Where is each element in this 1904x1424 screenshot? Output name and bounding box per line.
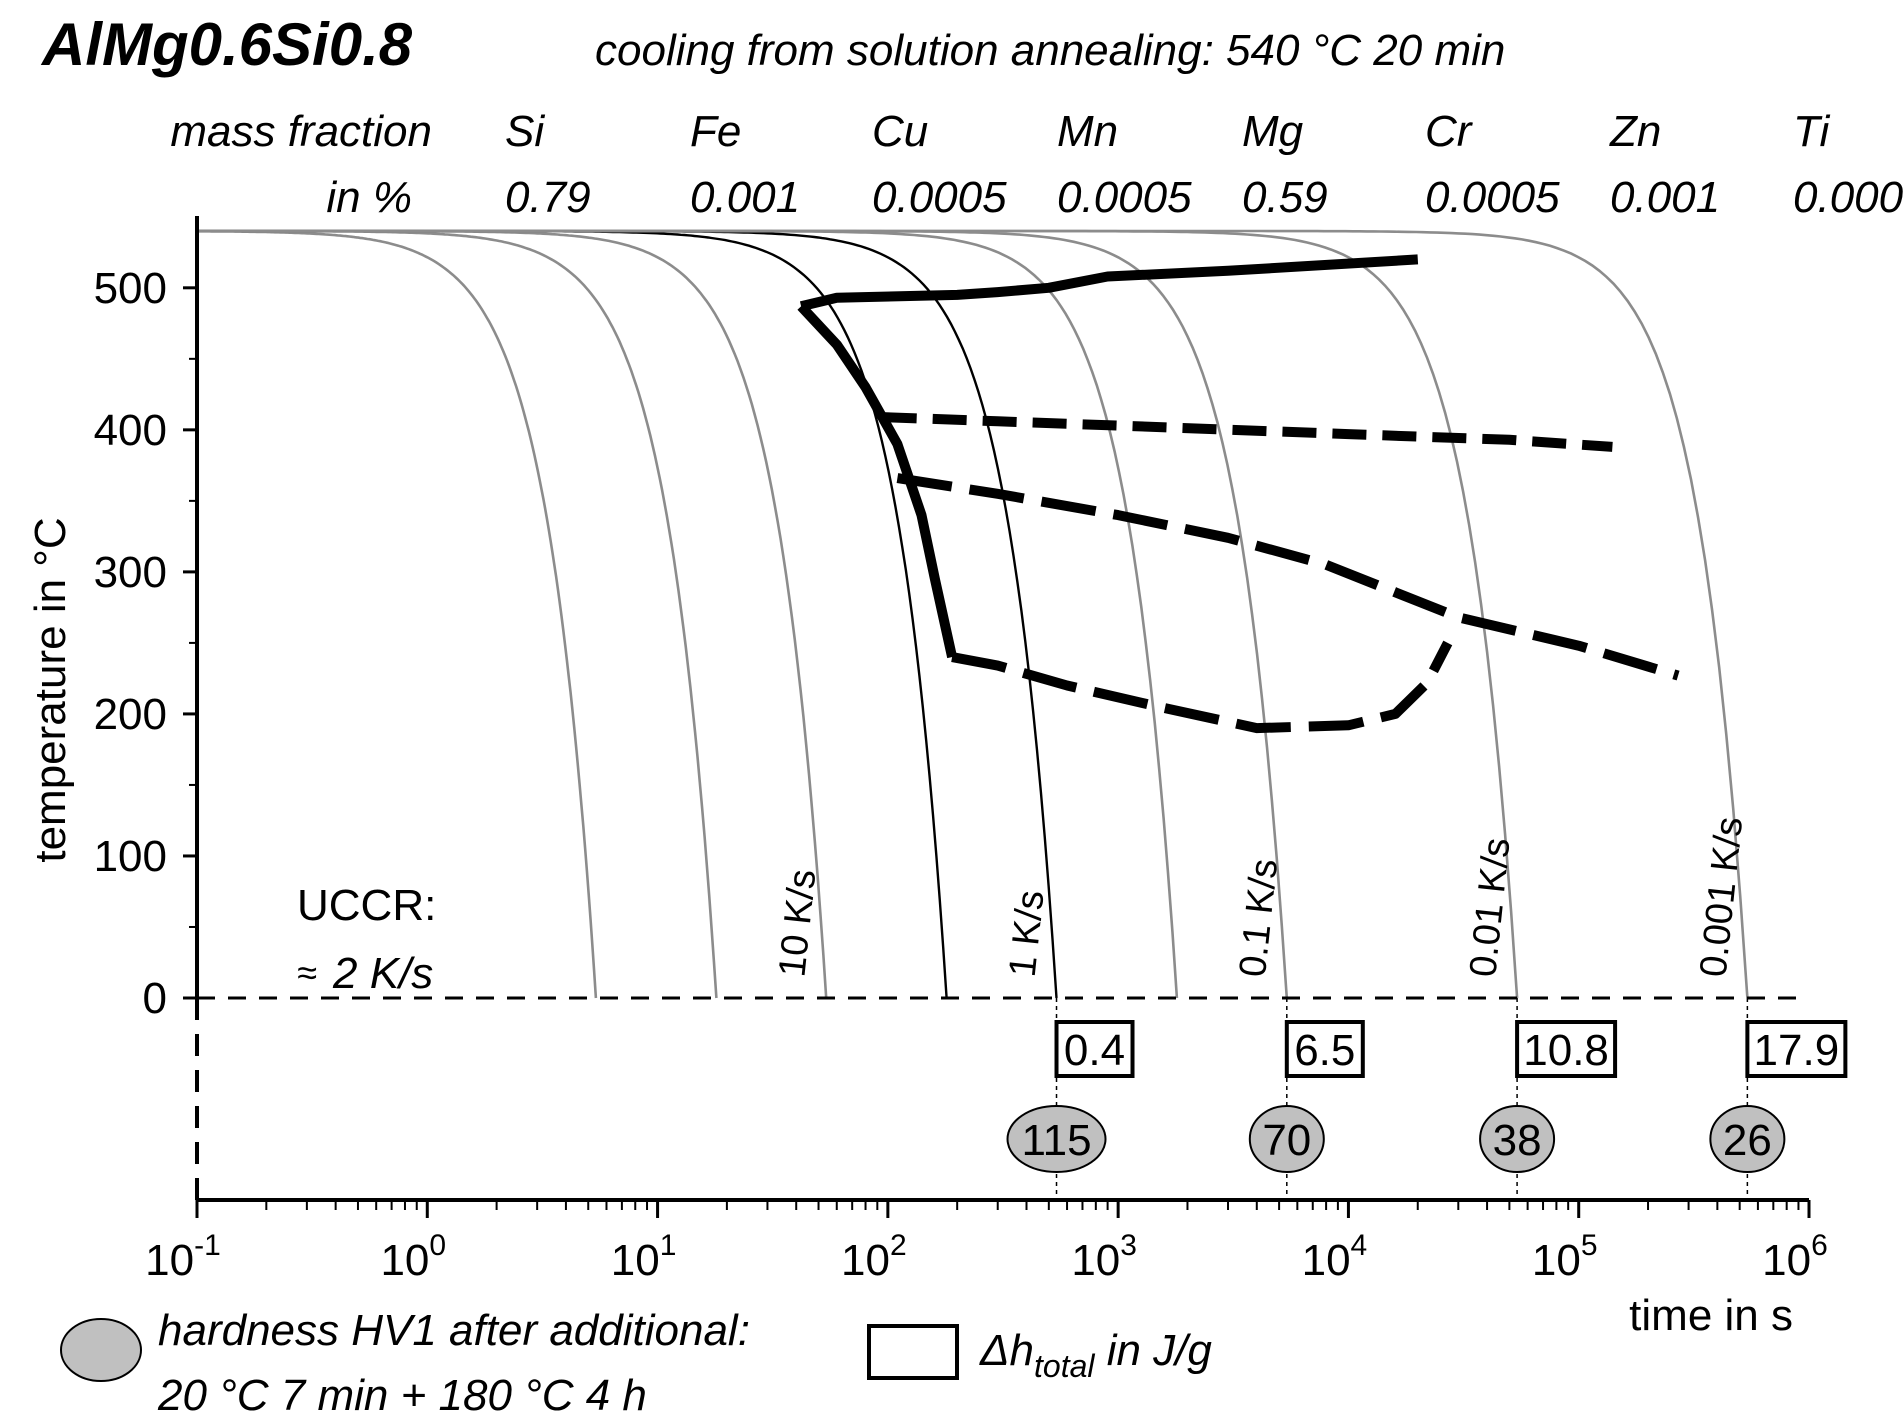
cooling-rate-label-7: 0.1 K/s bbox=[1232, 857, 1286, 979]
cooling-curve-2 bbox=[197, 229, 718, 999]
cooling-rate-label-9: 0.001 K/s bbox=[1693, 815, 1752, 979]
enthalpy-box-2 bbox=[1515, 1020, 1618, 1078]
y-tick-label-500: 500 bbox=[94, 264, 167, 313]
element-name-fe: Fe bbox=[690, 107, 741, 156]
y-tick-label-0: 0 bbox=[143, 974, 167, 1023]
x-axis-label: time in s bbox=[1629, 1291, 1793, 1340]
legend-hardness-line1: hardness HV1 after additional: bbox=[158, 1306, 750, 1355]
x-tick-label-0: 10-1 bbox=[145, 1229, 221, 1285]
chart-title: AlMg0.6Si0.8 bbox=[40, 11, 413, 78]
element-name-mn: Mn bbox=[1057, 107, 1118, 156]
legend-hardness-ellipse bbox=[60, 1318, 142, 1382]
uccr-label: UCCR: bbox=[297, 881, 436, 930]
hardness-ellipse-3 bbox=[1709, 1105, 1786, 1173]
legend-enthalpy-prefix: Δh bbox=[979, 1326, 1034, 1375]
element-name-si: Si bbox=[505, 107, 545, 156]
x-tick-label-5: 104 bbox=[1302, 1229, 1368, 1285]
cooling-curve-9 bbox=[197, 229, 1749, 999]
legend-hardness-line2: 20 °C 7 min + 180 °C 4 h bbox=[157, 1371, 647, 1420]
element-value-fe: 0.001 bbox=[690, 173, 800, 222]
hardness-ellipse-1 bbox=[1248, 1105, 1325, 1173]
transformation-lines bbox=[797, 254, 1680, 734]
x-tick-label-4: 103 bbox=[1071, 1229, 1137, 1285]
transformation-line-5 bbox=[951, 640, 1453, 734]
element-name-ti: Ti bbox=[1793, 107, 1830, 156]
element-value-zn: 0.001 bbox=[1610, 173, 1720, 222]
composition-label-1: mass fraction bbox=[170, 107, 432, 156]
hardness-value-2: 38 bbox=[1493, 1116, 1542, 1165]
composition-table: Si 0.79 Fe 0.001 Cu 0.0005 Mn 0.0005 Mg 0.59 Cr 0.0… bbox=[505, 107, 1904, 222]
cooling-rate-label-5: 1 K/s bbox=[1002, 888, 1053, 979]
hardness-value-0: 115 bbox=[1021, 1116, 1091, 1165]
axes: 0 100 200 300 400 500 10-1 100 101 102 103 104 105 10… bbox=[94, 216, 1828, 1285]
element-value-ti: 0.000 bbox=[1793, 173, 1904, 222]
legend-enthalpy-sub: total bbox=[1034, 1348, 1095, 1384]
property-markers: 0.4 6.5 10.8 17.9 115 70 38 26 bbox=[1006, 998, 1848, 1200]
enthalpy-value-0: 0.4 bbox=[1064, 1026, 1125, 1075]
element-name-cu: Cu bbox=[872, 107, 928, 156]
uccr-value: 2 K/s bbox=[332, 949, 433, 998]
enthalpy-box-0 bbox=[1054, 1020, 1135, 1078]
cooling-rate-labels: 10 K/s 1 K/s 0.1 K/s 0.01 K/s 0.001 K/s bbox=[771, 815, 1751, 979]
hardness-ellipse-2 bbox=[1479, 1105, 1556, 1173]
y-tick-label-100: 100 bbox=[94, 832, 167, 881]
uccr-symbol: ≈ bbox=[297, 952, 317, 993]
x-tick-label-7: 106 bbox=[1762, 1229, 1828, 1285]
legend-enthalpy-box bbox=[867, 1324, 959, 1380]
enthalpy-box-1 bbox=[1284, 1020, 1365, 1078]
chart-subtitle: cooling from solution annealing: 540 °C … bbox=[595, 26, 1505, 75]
x-tick-label-1: 100 bbox=[380, 1229, 446, 1285]
legend-enthalpy-suffix: in J/g bbox=[1094, 1326, 1212, 1375]
element-name-cr: Cr bbox=[1425, 107, 1474, 156]
transformation-line-1 bbox=[799, 254, 1419, 312]
y-tick-label-300: 300 bbox=[94, 548, 167, 597]
cooling-rate-label-3: 10 K/s bbox=[771, 867, 824, 979]
element-value-mg: 0.59 bbox=[1242, 173, 1328, 222]
y-tick-label-200: 200 bbox=[94, 690, 167, 739]
enthalpy-value-2: 10.8 bbox=[1523, 1026, 1609, 1075]
element-value-si: 0.79 bbox=[505, 173, 591, 222]
legend-enthalpy-text: Δhtotal in J/g bbox=[979, 1326, 1212, 1384]
y-axis-label: temperature in °C bbox=[26, 517, 75, 862]
element-name-zn: Zn bbox=[1609, 107, 1661, 156]
x-tick-label-3: 102 bbox=[841, 1229, 907, 1285]
element-value-cr: 0.0005 bbox=[1425, 173, 1560, 222]
composition-label-2: in % bbox=[326, 173, 412, 222]
enthalpy-value-1: 6.5 bbox=[1294, 1026, 1355, 1075]
x-tick-label-2: 101 bbox=[611, 1229, 677, 1285]
cooling-rate-label-8: 0.01 K/s bbox=[1462, 836, 1518, 979]
element-value-cu: 0.0005 bbox=[872, 173, 1007, 222]
hardness-ellipse-0 bbox=[1006, 1105, 1107, 1173]
transformation-line-3 bbox=[882, 412, 1613, 452]
element-value-mn: 0.0005 bbox=[1057, 173, 1192, 222]
y-tick-label-400: 400 bbox=[94, 406, 167, 455]
enthalpy-value-3: 17.9 bbox=[1754, 1026, 1840, 1075]
element-name-mg: Mg bbox=[1242, 107, 1304, 156]
hardness-value-1: 70 bbox=[1262, 1116, 1311, 1165]
cooling-curves bbox=[197, 229, 1749, 999]
x-tick-label-6: 105 bbox=[1532, 1229, 1598, 1285]
hardness-value-3: 26 bbox=[1723, 1116, 1772, 1165]
enthalpy-box-3 bbox=[1745, 1020, 1848, 1078]
cooling-curve-3 bbox=[197, 229, 828, 999]
transformation-line-2 bbox=[797, 302, 957, 659]
transformation-line-4 bbox=[896, 473, 1680, 681]
